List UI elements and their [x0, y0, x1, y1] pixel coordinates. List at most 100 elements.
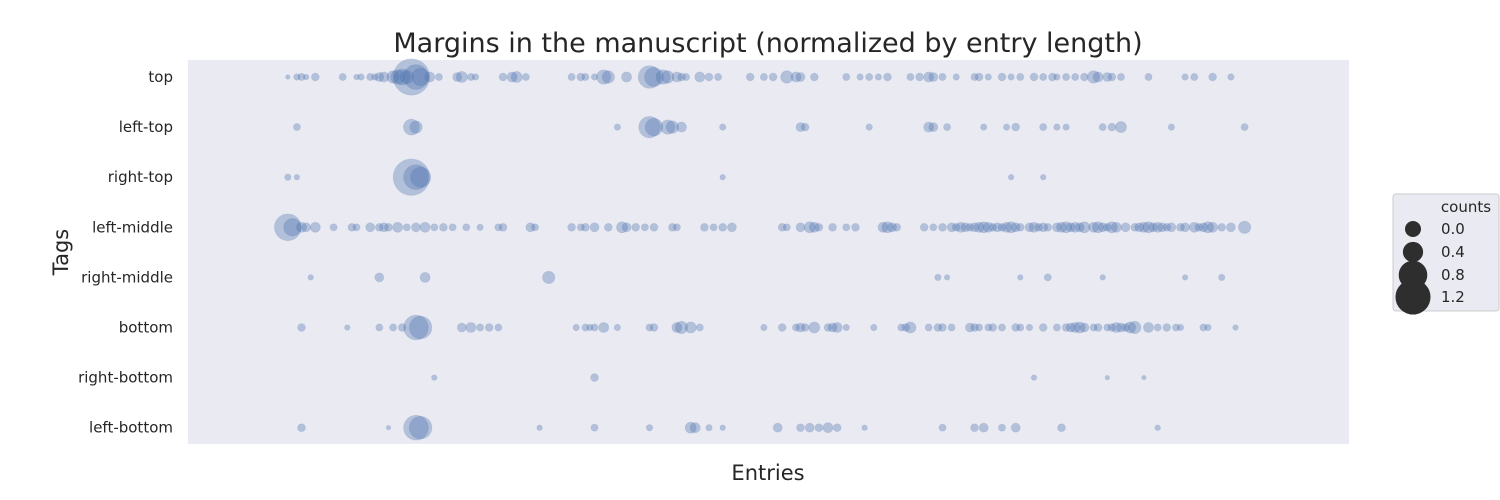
- data-point: [1048, 72, 1057, 82]
- data-point: [621, 71, 633, 83]
- legend-label: 0.4: [1441, 243, 1465, 261]
- data-point: [1110, 322, 1122, 333]
- data-point: [638, 115, 661, 139]
- legend-marker: [1402, 241, 1424, 263]
- data-point: [772, 422, 783, 433]
- data-point: [800, 122, 810, 132]
- data-point: [892, 222, 902, 232]
- data-point: [874, 73, 883, 81]
- data-point: [1180, 222, 1191, 233]
- data-point: [969, 222, 980, 233]
- data-point: [378, 71, 390, 83]
- data-point: [586, 323, 594, 332]
- data-point: [924, 323, 933, 332]
- data-point: [684, 321, 697, 334]
- data-point: [671, 71, 683, 83]
- data-point: [293, 174, 301, 181]
- data-point: [374, 72, 385, 82]
- data-point: [385, 425, 392, 431]
- data-point: [960, 222, 971, 233]
- data-point: [448, 223, 457, 232]
- data-point: [390, 69, 406, 85]
- data-point: [689, 422, 701, 434]
- data-point: [1124, 321, 1137, 334]
- data-point: [1043, 222, 1053, 232]
- data-point: [1157, 222, 1168, 233]
- data-point: [1190, 73, 1199, 81]
- data-point: [955, 221, 967, 233]
- data-point: [1005, 221, 1018, 234]
- data-point: [510, 71, 523, 83]
- data-point: [856, 73, 864, 81]
- data-point: [951, 222, 961, 232]
- data-point: [1153, 323, 1162, 332]
- data-point: [567, 222, 576, 232]
- data-point: [476, 323, 485, 332]
- data-point: [374, 222, 384, 232]
- data-point: [1093, 323, 1103, 332]
- data-point: [655, 69, 671, 85]
- data-point: [1073, 321, 1086, 334]
- data-point: [923, 71, 935, 83]
- data-point: [590, 323, 599, 332]
- data-point: [1202, 221, 1214, 234]
- data-point: [301, 222, 312, 233]
- data-point: [998, 423, 1006, 432]
- data-point: [1162, 222, 1172, 232]
- data-point: [928, 72, 939, 82]
- data-point: [494, 323, 503, 332]
- data-point: [1143, 322, 1154, 333]
- data-point: [1056, 221, 1067, 233]
- data-point: [590, 423, 599, 432]
- data-point: [745, 72, 755, 82]
- data-point: [997, 72, 1007, 82]
- data-point: [1232, 324, 1239, 331]
- data-point: [644, 117, 664, 137]
- chart-title: Margins in the manuscript (normalized by…: [393, 28, 1142, 59]
- data-point: [1181, 274, 1189, 281]
- data-point: [1144, 73, 1153, 81]
- data-point: [726, 222, 737, 233]
- data-point: [842, 323, 850, 332]
- data-point: [542, 270, 556, 284]
- data-point: [1034, 222, 1043, 232]
- data-point: [410, 166, 432, 188]
- data-point: [814, 222, 824, 232]
- data-point: [887, 222, 898, 233]
- data-point: [366, 73, 375, 81]
- y-tick-label: bottom: [119, 319, 173, 337]
- data-point: [1038, 222, 1049, 233]
- data-point: [842, 223, 851, 232]
- data-point: [684, 421, 697, 434]
- data-point: [411, 67, 430, 87]
- data-point: [430, 223, 439, 232]
- data-point: [1227, 73, 1235, 81]
- data-point: [1065, 222, 1076, 233]
- data-point: [700, 222, 709, 232]
- data-point: [392, 158, 431, 196]
- data-point: [970, 323, 979, 332]
- data-point: [827, 322, 838, 333]
- data-point: [974, 72, 984, 82]
- data-point: [581, 73, 590, 81]
- x-axis-label: Entries: [731, 461, 804, 485]
- data-point: [1053, 123, 1061, 131]
- data-point: [1074, 222, 1085, 233]
- data-point: [906, 73, 915, 81]
- data-point: [660, 119, 676, 135]
- data-point: [965, 222, 975, 232]
- data-point: [392, 58, 431, 96]
- data-point: [934, 273, 942, 281]
- data-point: [1116, 322, 1126, 333]
- data-point: [1069, 221, 1081, 233]
- data-point: [695, 323, 704, 332]
- data-point: [814, 423, 824, 433]
- data-point: [682, 73, 691, 81]
- data-point: [759, 73, 768, 81]
- data-point: [865, 123, 873, 131]
- data-point: [307, 274, 314, 281]
- data-point: [572, 323, 580, 332]
- data-point: [1107, 323, 1117, 332]
- data-point: [452, 72, 463, 82]
- data-point: [431, 374, 438, 381]
